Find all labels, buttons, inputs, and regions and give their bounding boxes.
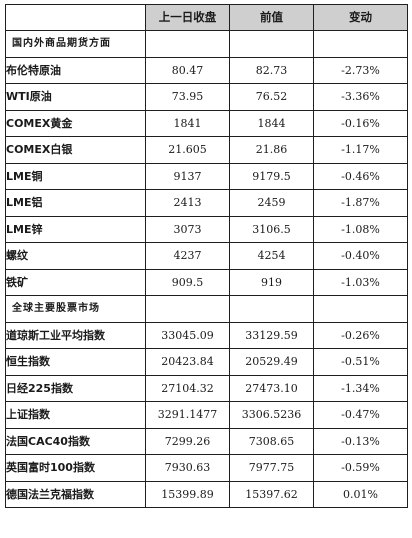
prev-close-value: 80.47 [145, 56, 230, 84]
table-body: 国内外商品期货方面 布伦特原油 80.47 82.73 -2.73% WTI原油 73.95… [5, 30, 408, 508]
prev-close-value: 15399.89 [145, 480, 230, 508]
table-row: 铁矿 909.5 919 -1.03% [5, 268, 408, 296]
previous-value: 76.52 [229, 83, 314, 111]
change-value: -1.87% [313, 189, 408, 217]
change-value: -1.03% [313, 268, 408, 296]
empty-cell [313, 30, 408, 58]
change-value: -1.08% [313, 215, 408, 243]
prev-close-value: 27104.32 [145, 374, 230, 402]
table-header-row: 上一日收盘 前值 变动 [5, 4, 408, 31]
instrument-name: 铁矿 [5, 268, 146, 296]
table-row: WTI原油 73.95 76.52 -3.36% [5, 83, 408, 111]
table-row: LME铝 2413 2459 -1.87% [5, 189, 408, 217]
market-data-table: 上一日收盘 前值 变动 国内外商品期货方面 布伦特原油 80.47 82.73 -2.7… [5, 4, 408, 508]
table-row: 布伦特原油 80.47 82.73 -2.73% [5, 56, 408, 84]
previous-value: 919 [229, 268, 314, 296]
table-row: LME锌 3073 3106.5 -1.08% [5, 215, 408, 243]
previous-value: 3106.5 [229, 215, 314, 243]
table-row: 德国法兰克福指数 15399.89 15397.62 0.01% [5, 480, 408, 508]
instrument-name: 日经225指数 [5, 374, 146, 402]
header-change: 变动 [313, 4, 408, 31]
prev-close-value: 21.605 [145, 136, 230, 164]
change-value: -0.59% [313, 454, 408, 482]
instrument-name: LME铝 [5, 189, 146, 217]
instrument-name: LME锌 [5, 215, 146, 243]
table-row: 道琼斯工业平均指数 33045.09 33129.59 -0.26% [5, 321, 408, 349]
previous-value: 3306.5236 [229, 401, 314, 429]
prev-close-value: 7930.63 [145, 454, 230, 482]
empty-cell [145, 295, 230, 323]
empty-cell [313, 295, 408, 323]
previous-value: 4254 [229, 242, 314, 270]
prev-close-value: 7299.26 [145, 427, 230, 455]
table-row: 恒生指数 20423.84 20529.49 -0.51% [5, 348, 408, 376]
table-row: 法国CAC40指数 7299.26 7308.65 -0.13% [5, 427, 408, 455]
empty-cell [229, 295, 314, 323]
instrument-name: 布伦特原油 [5, 56, 146, 84]
change-value: -0.26% [313, 321, 408, 349]
table-row: 日经225指数 27104.32 27473.10 -1.34% [5, 374, 408, 402]
prev-close-value: 2413 [145, 189, 230, 217]
prev-close-value: 3073 [145, 215, 230, 243]
prev-close-value: 3291.1477 [145, 401, 230, 429]
previous-value: 7308.65 [229, 427, 314, 455]
change-value: -2.73% [313, 56, 408, 84]
instrument-name: 法国CAC40指数 [5, 427, 146, 455]
instrument-name: COMEX黄金 [5, 109, 146, 137]
previous-value: 15397.62 [229, 480, 314, 508]
previous-value: 33129.59 [229, 321, 314, 349]
header-prev-close: 上一日收盘 [145, 4, 230, 31]
previous-value: 9179.5 [229, 162, 314, 190]
previous-value: 7977.75 [229, 454, 314, 482]
change-value: -0.51% [313, 348, 408, 376]
section-header-row: 全球主要股票市场 [5, 295, 408, 323]
instrument-name: LME铜 [5, 162, 146, 190]
change-value: -0.13% [313, 427, 408, 455]
change-value: -0.16% [313, 109, 408, 137]
table-row: COMEX白银 21.605 21.86 -1.17% [5, 136, 408, 164]
previous-value: 27473.10 [229, 374, 314, 402]
instrument-name: 道琼斯工业平均指数 [5, 321, 146, 349]
change-value: -0.40% [313, 242, 408, 270]
previous-value: 20529.49 [229, 348, 314, 376]
instrument-name: 恒生指数 [5, 348, 146, 376]
change-value: -1.34% [313, 374, 408, 402]
change-value: -0.46% [313, 162, 408, 190]
change-value: -0.47% [313, 401, 408, 429]
instrument-name: 英国富时100指数 [5, 454, 146, 482]
empty-cell [229, 30, 314, 58]
instrument-name: 上证指数 [5, 401, 146, 429]
previous-value: 2459 [229, 189, 314, 217]
prev-close-value: 73.95 [145, 83, 230, 111]
table-row: COMEX黄金 1841 1844 -0.16% [5, 109, 408, 137]
prev-close-value: 4237 [145, 242, 230, 270]
instrument-name: 德国法兰克福指数 [5, 480, 146, 508]
section-title: 国内外商品期货方面 [5, 30, 146, 58]
table-row: LME铜 9137 9179.5 -0.46% [5, 162, 408, 190]
previous-value: 82.73 [229, 56, 314, 84]
instrument-name: WTI原油 [5, 83, 146, 111]
change-value: -1.17% [313, 136, 408, 164]
table-row: 螺纹 4237 4254 -0.40% [5, 242, 408, 270]
instrument-name: COMEX白银 [5, 136, 146, 164]
prev-close-value: 9137 [145, 162, 230, 190]
header-name [5, 4, 146, 31]
prev-close-value: 909.5 [145, 268, 230, 296]
empty-cell [145, 30, 230, 58]
change-value: 0.01% [313, 480, 408, 508]
section-header-row: 国内外商品期货方面 [5, 30, 408, 58]
previous-value: 1844 [229, 109, 314, 137]
header-previous: 前值 [229, 4, 314, 31]
prev-close-value: 1841 [145, 109, 230, 137]
prev-close-value: 33045.09 [145, 321, 230, 349]
table-row: 上证指数 3291.1477 3306.5236 -0.47% [5, 401, 408, 429]
table-row: 英国富时100指数 7930.63 7977.75 -0.59% [5, 454, 408, 482]
section-title: 全球主要股票市场 [5, 295, 146, 323]
previous-value: 21.86 [229, 136, 314, 164]
prev-close-value: 20423.84 [145, 348, 230, 376]
instrument-name: 螺纹 [5, 242, 146, 270]
change-value: -3.36% [313, 83, 408, 111]
